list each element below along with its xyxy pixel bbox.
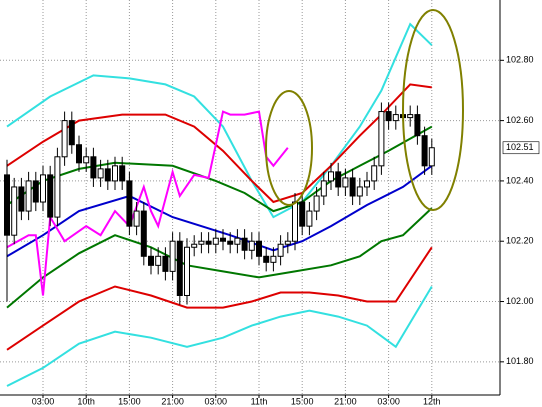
candle-body (126, 180, 133, 227)
y-tick-label: 102.20 (506, 236, 534, 246)
indicator-line (6, 285, 433, 387)
x-tick-label: 03:00 (205, 396, 228, 406)
indicator-line (6, 110, 289, 296)
x-tick-label: 21:00 (334, 396, 357, 406)
candle-body (212, 237, 219, 245)
candle-body (385, 111, 392, 122)
candle-body (392, 114, 399, 122)
y-tick-label: 102.60 (506, 115, 534, 125)
candle-body (320, 180, 327, 197)
candle-body (90, 156, 97, 179)
candle-body (342, 177, 349, 188)
candle-body (176, 240, 183, 296)
candle-body (140, 210, 147, 257)
x-tick-label: 11th (251, 396, 268, 406)
candle-body (68, 120, 75, 146)
indicator-line (6, 207, 433, 309)
candle-body (270, 255, 277, 263)
candle-body (277, 243, 284, 257)
candle-body (349, 177, 356, 197)
candle-body (292, 201, 298, 242)
candle-body (104, 168, 111, 182)
candles (4, 102, 435, 305)
candle-body (61, 120, 68, 158)
candle-body (248, 240, 255, 251)
candle-body (198, 240, 205, 245)
candle-body (133, 210, 140, 227)
candle-body (378, 111, 385, 167)
candle-body (40, 174, 46, 203)
candle-body (234, 237, 241, 245)
candle-body (227, 240, 234, 245)
x-tick-label: 21:00 (161, 396, 184, 406)
y-tick-label: 102.00 (506, 296, 534, 306)
candle-body (306, 210, 313, 227)
candle-body (371, 165, 378, 182)
candle-body (155, 255, 162, 266)
candle-body (414, 114, 421, 137)
candle-body (32, 180, 39, 203)
candle-body (205, 240, 212, 245)
candle-body (54, 156, 61, 218)
y-tick-label: 102.40 (506, 175, 534, 185)
candle-body (11, 186, 18, 236)
x-tick-label: 10th (77, 396, 95, 406)
candle-body (313, 195, 320, 212)
candle-body (18, 186, 25, 212)
candle-body (97, 168, 104, 179)
candle-body (191, 243, 198, 248)
candle-body (356, 186, 363, 197)
indicator-line (6, 246, 433, 351)
candle-body (4, 174, 10, 236)
x-tick-label: 03:00 (32, 396, 55, 406)
x-tick-label: 12th (423, 396, 441, 406)
candle-body (112, 165, 118, 182)
candle-body (169, 240, 176, 272)
indicator-line (6, 83, 432, 204)
candle-body (119, 165, 126, 182)
candle-body (241, 237, 248, 251)
candle-body (328, 171, 334, 182)
candle-body (76, 144, 82, 164)
candle-body (428, 147, 435, 167)
candle-body (162, 255, 169, 272)
candle-body (335, 171, 342, 188)
candle-body (364, 180, 370, 188)
candle-body (184, 246, 190, 296)
candle-body (83, 156, 90, 164)
candle-body (407, 114, 414, 119)
candle-body (47, 174, 54, 218)
candle-body (220, 237, 226, 242)
candle-body (421, 135, 428, 167)
candle-body (284, 240, 291, 245)
annotation-ellipse (265, 90, 313, 206)
x-tick-label: 03:00 (377, 396, 400, 406)
axis-labels: 101.80 102.00 102.20 102.40 102.60 102.80 03:0… (32, 55, 540, 406)
candle-body (25, 180, 32, 212)
y-tick-label: 102.80 (506, 55, 534, 65)
annotation-ellipse (402, 9, 464, 211)
candle-body (299, 201, 306, 227)
current-price-label: 102.51 (506, 142, 534, 152)
candle-body (148, 255, 154, 266)
current-price-box (502, 141, 540, 155)
x-tick-label: 15:00 (291, 396, 314, 406)
candle-body (263, 255, 270, 263)
x-tick-label: 15:00 (118, 396, 141, 406)
y-tick-label: 101.80 (506, 356, 534, 366)
candle-body (256, 240, 262, 257)
